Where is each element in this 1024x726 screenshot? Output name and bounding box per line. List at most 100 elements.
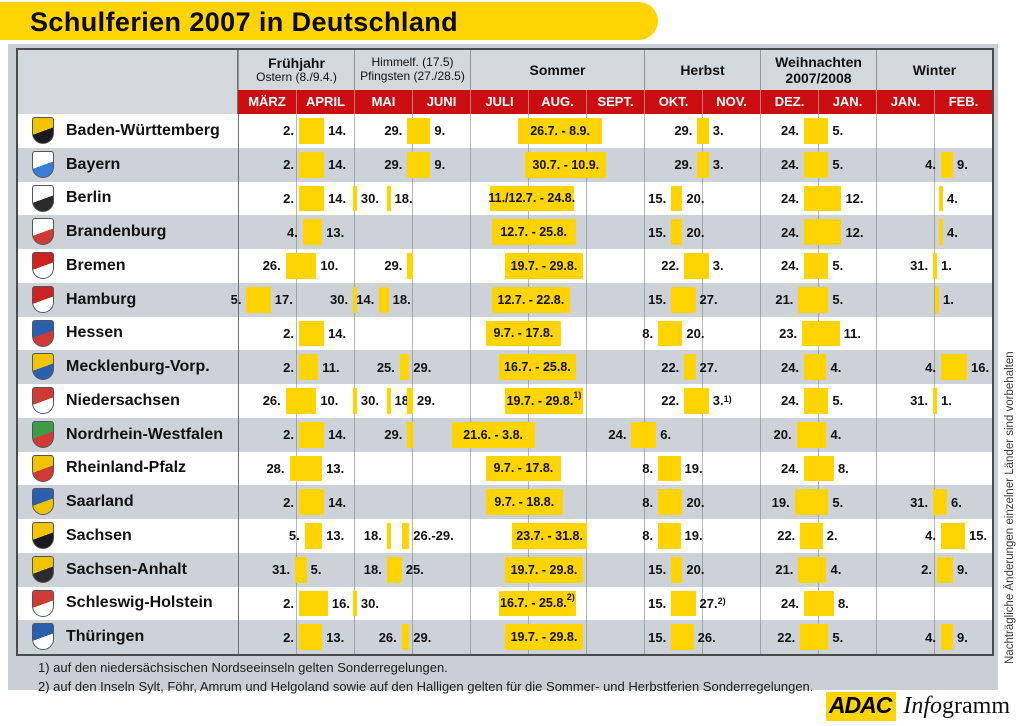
holiday-bar (684, 354, 696, 380)
holiday-timeline: 2. 14. 9.7. - 18.8. 8. 20. 19. 5. 31. 6. (238, 485, 992, 519)
holiday-range-label: 16.7. - 25.8.2) (500, 592, 575, 611)
holiday-bar (804, 185, 842, 212)
state-row-berlin: Berlin 2. 14. 30. 18. 11./12.7. - 24.8. 15. 20.… (18, 181, 992, 216)
holiday-bar (697, 151, 709, 178)
holiday-bar: 21.6. - 3.8. (451, 421, 535, 448)
state-name-label: Rheinland-Pfalz (66, 459, 187, 477)
holiday-bar (684, 388, 709, 414)
holiday-start-label: 21. (775, 292, 794, 308)
holiday-start-label: 4. (925, 629, 936, 645)
holiday-bar (295, 556, 307, 583)
holiday-start-label: 29. (384, 427, 403, 443)
state-row-hessen: Hessen 2. 14. 9.7. - 17.8. 8. 20. 23. 11. (18, 316, 992, 351)
holiday-bar (671, 286, 696, 313)
month-header-dez-9: DEZ. (760, 90, 818, 114)
holiday-end-label: 5. (832, 494, 844, 510)
holiday-start-label: 24. (780, 190, 800, 206)
group-label: Weihnachten (775, 53, 862, 70)
holiday-start-label: 31. (910, 393, 929, 409)
state-name-label: Thüringen (66, 628, 145, 646)
holiday-bar (804, 590, 834, 617)
holiday-start-label: 15. (648, 224, 667, 240)
holiday-range-label: 12.7. - 22.8. (497, 292, 565, 307)
holiday-bar (684, 253, 709, 279)
holiday-range-label: 16.7. - 25.8. (504, 360, 571, 375)
holiday-start-label: 28. (266, 460, 285, 476)
holiday-bar (298, 421, 325, 448)
holiday-bar (802, 320, 840, 347)
holiday-end-label: 9. (434, 157, 446, 173)
state-row-sachsen-anhalt: Sachsen-Anhalt 31. 5. 18. 25. 19.7. - 29.8. 15… (18, 552, 992, 587)
holiday-end-label: 2. (826, 528, 838, 544)
brandenburg-crest-icon (32, 218, 54, 246)
holiday-end-label: 30. (360, 190, 379, 206)
holiday-start-label: 15. (648, 595, 667, 611)
holiday-bar (671, 219, 683, 245)
sachsen-crest-icon (32, 522, 54, 549)
holiday-bar: 9.7. - 18.8. (485, 489, 563, 515)
group-label: Frühjahr (268, 55, 325, 72)
holiday-bar (407, 151, 431, 178)
holiday-bar: 30.7. - 10.9. (525, 151, 607, 178)
holiday-end-label: 4. (947, 190, 958, 206)
holiday-start-label: 31. (910, 258, 929, 274)
holiday-end-label: 3. 1) (712, 393, 732, 409)
holiday-bar (794, 489, 829, 515)
rheinland-pfalz-crest-icon (32, 454, 54, 482)
holiday-start-label: 21. (775, 562, 794, 578)
holiday-end-label: 27. (699, 359, 718, 375)
holiday-start-label: 31. (272, 562, 291, 578)
holiday-bar (298, 118, 325, 144)
holiday-start-label: 22. (777, 629, 796, 645)
state-name-label: Hessen (66, 324, 123, 342)
holiday-bar (939, 219, 943, 245)
holiday-end-label: 4. (947, 224, 958, 240)
group-label: Sommer (529, 61, 586, 78)
holiday-bar: 19.7. - 29.8. (504, 253, 584, 279)
holiday-start-label: 15. (648, 629, 667, 645)
holiday-bar (798, 556, 827, 583)
holiday-bar (671, 624, 694, 650)
side-note: Nachträgliche Änderungen einzelner Lände… (1004, 351, 1016, 664)
holiday-bar (658, 489, 683, 515)
holiday-bar (353, 286, 357, 313)
holiday-bar (796, 421, 827, 448)
state-name-label: Sachsen (66, 526, 132, 544)
holiday-end-label: 5. (832, 393, 844, 409)
group-sublabel: 2007/2008 (785, 70, 852, 86)
month-header-jan-11: JAN. (876, 90, 934, 114)
holiday-end-label: 14. (328, 123, 347, 139)
holiday-end-label: 6. (951, 494, 962, 510)
state-row-brandenburg: Brandenburg 4. 13. 12.7. - 25.8. 15. 20. 24. 12… (18, 215, 992, 249)
holiday-end-label: 13. (326, 460, 345, 476)
holiday-bar (298, 151, 325, 178)
holiday-bar (798, 286, 829, 313)
holiday-bar: 11./12.7. - 24.8. (488, 185, 575, 212)
holiday-bar (407, 388, 413, 414)
holiday-range-label: 12.7. - 25.8. (500, 225, 568, 240)
state-row-schleswig-holstein: Schleswig-Holstein 2. 16. 30. 16.7. - 25.8.2… (18, 586, 992, 621)
holiday-bar (804, 354, 827, 380)
holiday-range-label: 19.7. - 29.8.1) (506, 389, 582, 408)
holiday-start-label: 8. (642, 528, 654, 544)
holiday-end-label: 26. (697, 629, 716, 645)
holiday-bar: 9.7. - 17.8. (485, 320, 561, 347)
holiday-start-label: 2. (283, 629, 294, 645)
group-header-himmelf-17-5: Himmelf. (17.5) Pfingsten (27./28.5) (354, 50, 470, 90)
state-name-label: Hamburg (66, 290, 137, 308)
holiday-end-label: 10. (320, 258, 339, 274)
month-header-aug-5: AUG. (528, 90, 586, 114)
holiday-bar: 16.7. - 25.8. (499, 354, 576, 380)
state-row-sachsen: Sachsen 5. 13. 18. 26.-29. 23.7. - 31.8. 8. 19.… (18, 519, 992, 553)
holiday-end-label: 9. (434, 123, 446, 139)
holiday-end-label: 9. (957, 629, 968, 645)
holiday-end-label: 20. (686, 190, 705, 206)
holiday-start-label: 23. (779, 325, 798, 341)
holiday-end-label: 3. (712, 123, 724, 139)
holiday-end-label: 15. (969, 528, 988, 544)
holiday-end-label: 16. (331, 595, 350, 611)
schleswig-holstein-crest-icon (32, 589, 54, 617)
holiday-table: Frühjahr Ostern (8./9.4.) Himmelf. (17.5) P… (16, 48, 994, 656)
group-header-winter: Winter (876, 50, 992, 90)
month-header-feb-12: FEB. (934, 90, 992, 114)
